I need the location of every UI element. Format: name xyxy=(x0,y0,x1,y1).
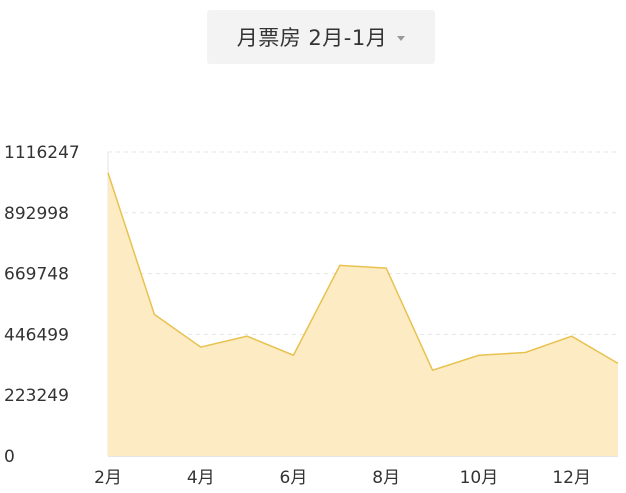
y-tick-label: 446499 xyxy=(4,325,69,345)
y-tick-label: 0 xyxy=(4,447,15,467)
chevron-down-icon xyxy=(397,35,406,41)
x-axis-tick-labels: 2月 4月 6月 8月 10月 12月 xyxy=(94,468,591,488)
x-tick-label: 12月 xyxy=(552,468,591,488)
x-tick-label: 10月 xyxy=(460,468,499,488)
y-tick-label: 669748 xyxy=(4,265,69,285)
series-area xyxy=(107,172,619,456)
series-line xyxy=(107,172,619,372)
period-selector-dropdown[interactable]: 月票房 2月-1月 xyxy=(207,10,435,64)
y-axis-tick-labels: 0 223249 446499 669748 892998 1116247 xyxy=(4,143,80,467)
series-area-fill xyxy=(108,172,618,456)
y-tick-label: 1116247 xyxy=(4,143,80,163)
y-tick-label: 892998 xyxy=(4,204,69,224)
y-tick-label: 223249 xyxy=(4,386,69,406)
x-tick-label: 6月 xyxy=(280,468,308,488)
x-tick-label: 4月 xyxy=(187,468,215,488)
x-tick-label: 2月 xyxy=(94,468,122,488)
x-tick-label: 8月 xyxy=(372,468,400,488)
period-selector-label: 月票房 2月-1月 xyxy=(236,26,388,50)
